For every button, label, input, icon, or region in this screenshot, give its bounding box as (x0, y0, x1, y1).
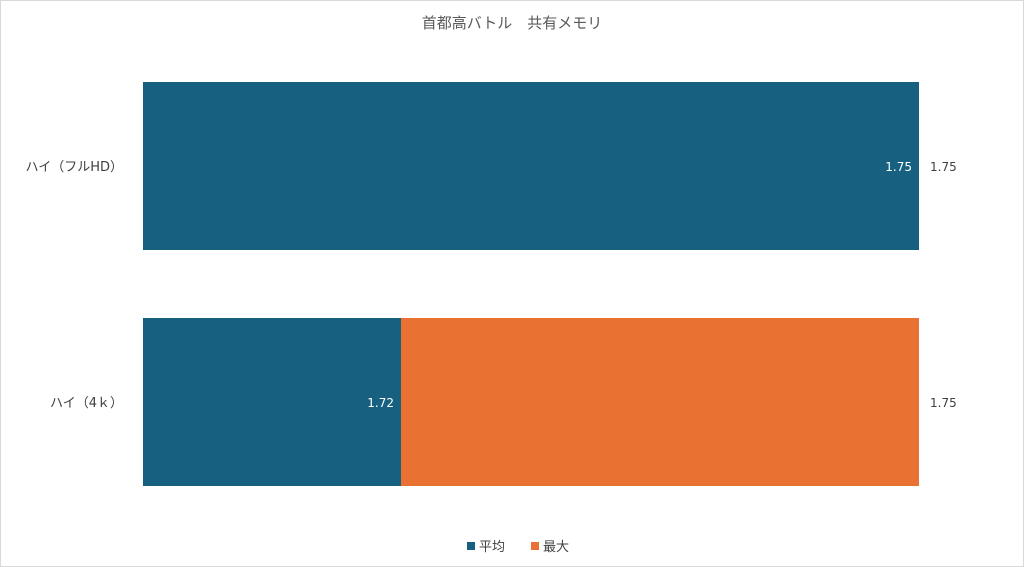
legend-label: 平均 (479, 540, 505, 555)
category-label: ハイ（フルHD） (25, 160, 123, 175)
labels-layer: ハイ（フルHD） 1.75 1.75 ハイ（4ｋ） 1.72 1.75 (25, 160, 956, 411)
legend-label: 最大 (543, 540, 569, 555)
data-label-avg: 1.72 (367, 396, 394, 410)
legend-swatch (467, 542, 475, 550)
legend: 平均 最大 (467, 540, 569, 555)
bar-avg (143, 82, 919, 250)
legend-swatch (531, 542, 539, 550)
bars-layer (143, 82, 919, 486)
data-label-max: 1.75 (930, 396, 957, 410)
data-label-avg: 1.75 (885, 160, 912, 174)
data-label-max: 1.75 (930, 160, 957, 174)
bar-avg (143, 318, 401, 486)
category-label: ハイ（4ｋ） (50, 396, 123, 411)
chart-title: 首都高バトル 共有メモリ (422, 14, 602, 32)
